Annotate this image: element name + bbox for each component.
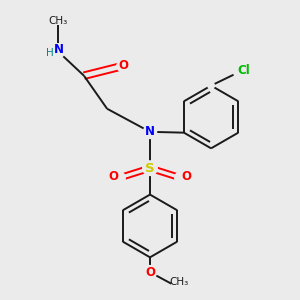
- Circle shape: [117, 59, 130, 72]
- Circle shape: [208, 82, 214, 89]
- Text: Cl: Cl: [237, 64, 250, 77]
- Text: N: N: [145, 125, 155, 138]
- Text: S: S: [145, 162, 155, 175]
- Text: CH₃: CH₃: [169, 277, 188, 287]
- Text: O: O: [181, 170, 191, 183]
- Text: CH₃: CH₃: [48, 16, 67, 26]
- Circle shape: [112, 172, 125, 185]
- Circle shape: [175, 172, 188, 185]
- Circle shape: [143, 161, 157, 176]
- Circle shape: [143, 266, 157, 279]
- Text: O: O: [145, 266, 155, 279]
- Circle shape: [143, 125, 157, 138]
- Text: O: O: [118, 59, 129, 72]
- Circle shape: [233, 62, 250, 79]
- Text: N: N: [54, 43, 64, 56]
- Text: H: H: [46, 48, 54, 58]
- Text: O: O: [109, 170, 119, 183]
- Circle shape: [50, 44, 65, 58]
